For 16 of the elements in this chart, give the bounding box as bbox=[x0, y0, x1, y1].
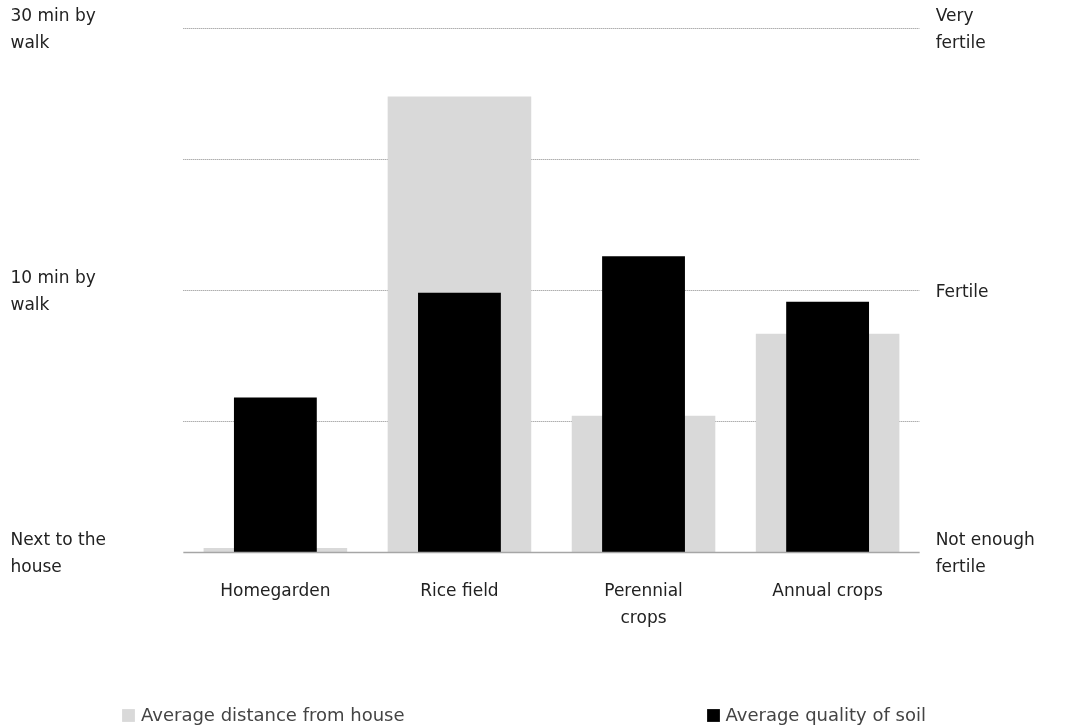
text: Not enough fertile bbox=[935, 529, 1035, 576]
text: Next to the house bbox=[10, 529, 106, 576]
text: Very fertile bbox=[935, 5, 986, 52]
x-tick-label: Perennial crops bbox=[604, 579, 683, 627]
text: 30 min by walk bbox=[10, 5, 96, 52]
bar bbox=[786, 301, 870, 553]
text: 10 min by walk bbox=[10, 267, 96, 314]
x-tick-label: Annual crops bbox=[772, 579, 883, 600]
bar bbox=[602, 256, 685, 553]
x-tick-label: Homegarden bbox=[220, 579, 331, 600]
text: Fertile bbox=[935, 280, 989, 301]
bar bbox=[233, 397, 317, 553]
x-tick-label: Rice field bbox=[420, 579, 499, 600]
bar bbox=[418, 292, 501, 553]
legend-label: Average quality of soil bbox=[725, 704, 926, 725]
legend-label: Average distance from house bbox=[141, 704, 405, 725]
